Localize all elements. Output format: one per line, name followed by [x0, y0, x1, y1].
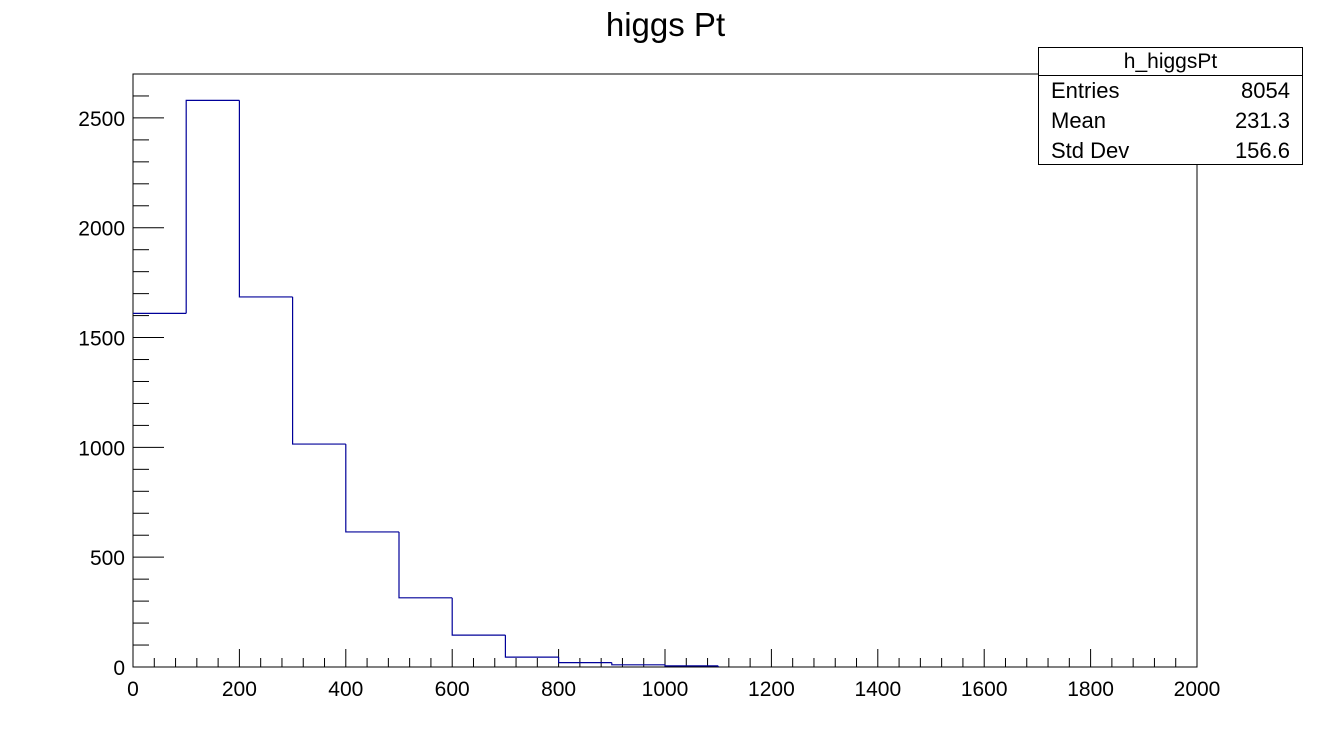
y-tick-label: 2000	[78, 218, 125, 241]
stats-row-entries: Entries 8054	[1039, 76, 1302, 106]
x-axis-ticks	[132, 649, 1198, 667]
stats-value: 231.3	[1234, 108, 1290, 133]
stats-box: h_higgsPt Entries 8054 Mean 231.3 Std De…	[1038, 47, 1303, 165]
histogram-bin	[451, 597, 506, 636]
x-tick-label: 1600	[961, 678, 1008, 701]
x-tick-label: 1200	[748, 678, 795, 701]
x-tick-label: 1800	[1067, 678, 1114, 701]
y-tick-label: 1500	[78, 328, 125, 351]
y-axis-labels: 0 500 1000 1500 2000 2500	[78, 108, 125, 680]
stats-label: Std Dev	[1051, 138, 1130, 163]
x-tick-label: 1400	[854, 678, 901, 701]
x-tick-label: 800	[541, 678, 576, 701]
stats-row-mean: Mean 231.3	[1039, 106, 1302, 136]
y-tick-label: 500	[90, 547, 125, 570]
stats-label: Mean	[1051, 108, 1107, 133]
x-tick-label: 1000	[642, 678, 689, 701]
x-tick-label: 2000	[1174, 678, 1221, 701]
histogram-bin	[345, 444, 399, 533]
y-tick-label: 1000	[78, 437, 125, 460]
stats-row-std-dev: Std Dev 156.6	[1039, 136, 1302, 166]
histogram-bin	[185, 99, 240, 314]
y-tick-label: 2500	[78, 108, 125, 131]
histogram-bin	[504, 635, 559, 658]
y-axis-ticks	[133, 73, 164, 668]
histogram-bin	[558, 657, 612, 664]
y-tick-label: 0	[113, 657, 125, 680]
histogram-bins	[133, 99, 719, 667]
x-tick-label: 400	[328, 678, 363, 701]
x-tick-label: 600	[435, 678, 470, 701]
histogram-bin	[238, 100, 293, 298]
stats-box-title: h_higgsPt	[1039, 48, 1302, 76]
x-tick-label: 200	[222, 678, 257, 701]
stats-label: Entries	[1051, 78, 1120, 103]
chart-title: higgs Pt	[605, 6, 726, 43]
stats-value: 8054	[1241, 78, 1290, 103]
x-axis-labels: 0 200 400 600 800 1000 1200 1400 1600 1800 2000	[127, 678, 1220, 701]
histogram-bin	[292, 296, 346, 445]
histogram-bin	[611, 662, 665, 666]
x-tick-label: 0	[127, 678, 139, 701]
histogram-bin	[398, 531, 453, 599]
histogram-bin	[664, 664, 719, 667]
stats-value: 156.6	[1234, 138, 1290, 163]
